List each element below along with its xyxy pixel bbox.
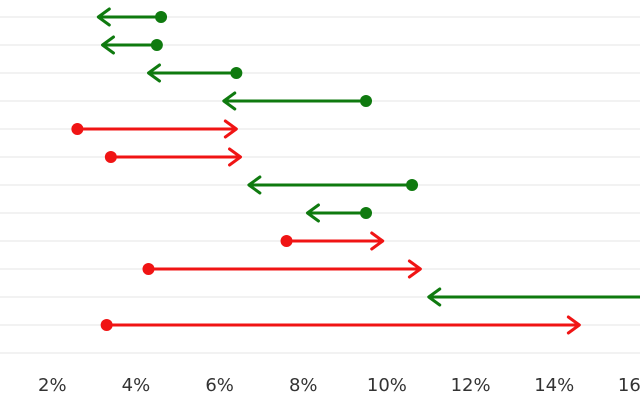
- start-dot: [150, 39, 163, 51]
- arrow-head: [100, 35, 115, 55]
- start-dot: [155, 11, 168, 23]
- x-tick-label: 14%: [534, 375, 574, 396]
- start-dot: [100, 319, 113, 331]
- arrow-head: [370, 231, 385, 251]
- arrow-head: [223, 119, 238, 139]
- start-dot: [104, 151, 117, 163]
- x-tick-label: 12%: [451, 375, 491, 396]
- arrow-head: [427, 287, 442, 307]
- start-dot: [71, 123, 84, 135]
- arrow-head: [566, 315, 581, 335]
- x-tick-label: 10%: [367, 375, 407, 396]
- arrow-head: [228, 147, 243, 167]
- arrow-head: [146, 63, 161, 83]
- x-tick-label: 6%: [205, 375, 234, 396]
- arrow-head: [305, 203, 320, 223]
- x-tick-label: 4%: [122, 375, 151, 396]
- start-dot: [230, 67, 243, 79]
- start-dot: [280, 235, 293, 247]
- start-dot: [360, 207, 373, 219]
- arrow-head: [222, 91, 237, 111]
- x-tick-label: 16%: [618, 375, 640, 396]
- arrow-head: [96, 7, 111, 27]
- start-dot: [406, 179, 419, 191]
- start-dot: [142, 263, 155, 275]
- arrow-head: [407, 259, 422, 279]
- x-tick-label: 2%: [38, 375, 67, 396]
- x-tick-label: 8%: [289, 375, 318, 396]
- arrow-head: [247, 175, 262, 195]
- start-dot: [360, 95, 373, 107]
